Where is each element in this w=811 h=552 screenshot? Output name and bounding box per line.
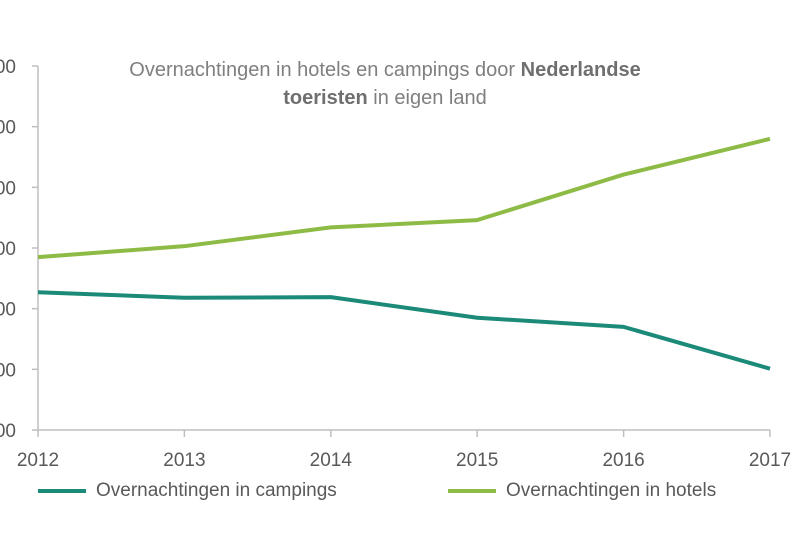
legend-item-hotels: Overnachtingen in hotels [448,478,716,504]
y-tick-label: 00 [0,360,16,381]
chart-title: Overnachtingen in hotels en campings doo… [40,56,730,112]
series-line-campings [37,290,771,371]
title-line2-bold: toeristen [283,87,368,109]
title-line1-plain: Overnachtingen in hotels en campings doo… [129,59,521,81]
legend-swatch-campings [38,489,86,493]
y-tick-label: 00 [0,300,16,321]
x-tick-label: 2012 [17,450,59,471]
y-tick-label: 00 [0,239,16,260]
y-tick-label: 00 [0,57,16,78]
legend-label-hotels: Overnachtingen in hotels [506,480,717,501]
x-tick-label: 2016 [602,450,644,471]
x-tick-label: 2015 [456,450,498,471]
title-line2-plain: in eigen land [367,87,487,109]
title-line1-bold: Nederlandse [520,59,641,81]
x-tick-label: 2013 [163,450,205,471]
series-line-hotels [37,136,771,260]
legend-swatch-hotels [448,489,496,493]
x-tick-label: 2014 [310,450,353,471]
legend-item-campings: Overnachtingen in campings [38,478,337,504]
legend-label-campings: Overnachtingen in campings [96,480,337,501]
y-tick-label: 00 [0,421,16,442]
y-tick-label: 00 [0,118,16,139]
x-tick-label: 2017 [749,450,791,471]
y-tick-label: 00 [0,178,16,199]
